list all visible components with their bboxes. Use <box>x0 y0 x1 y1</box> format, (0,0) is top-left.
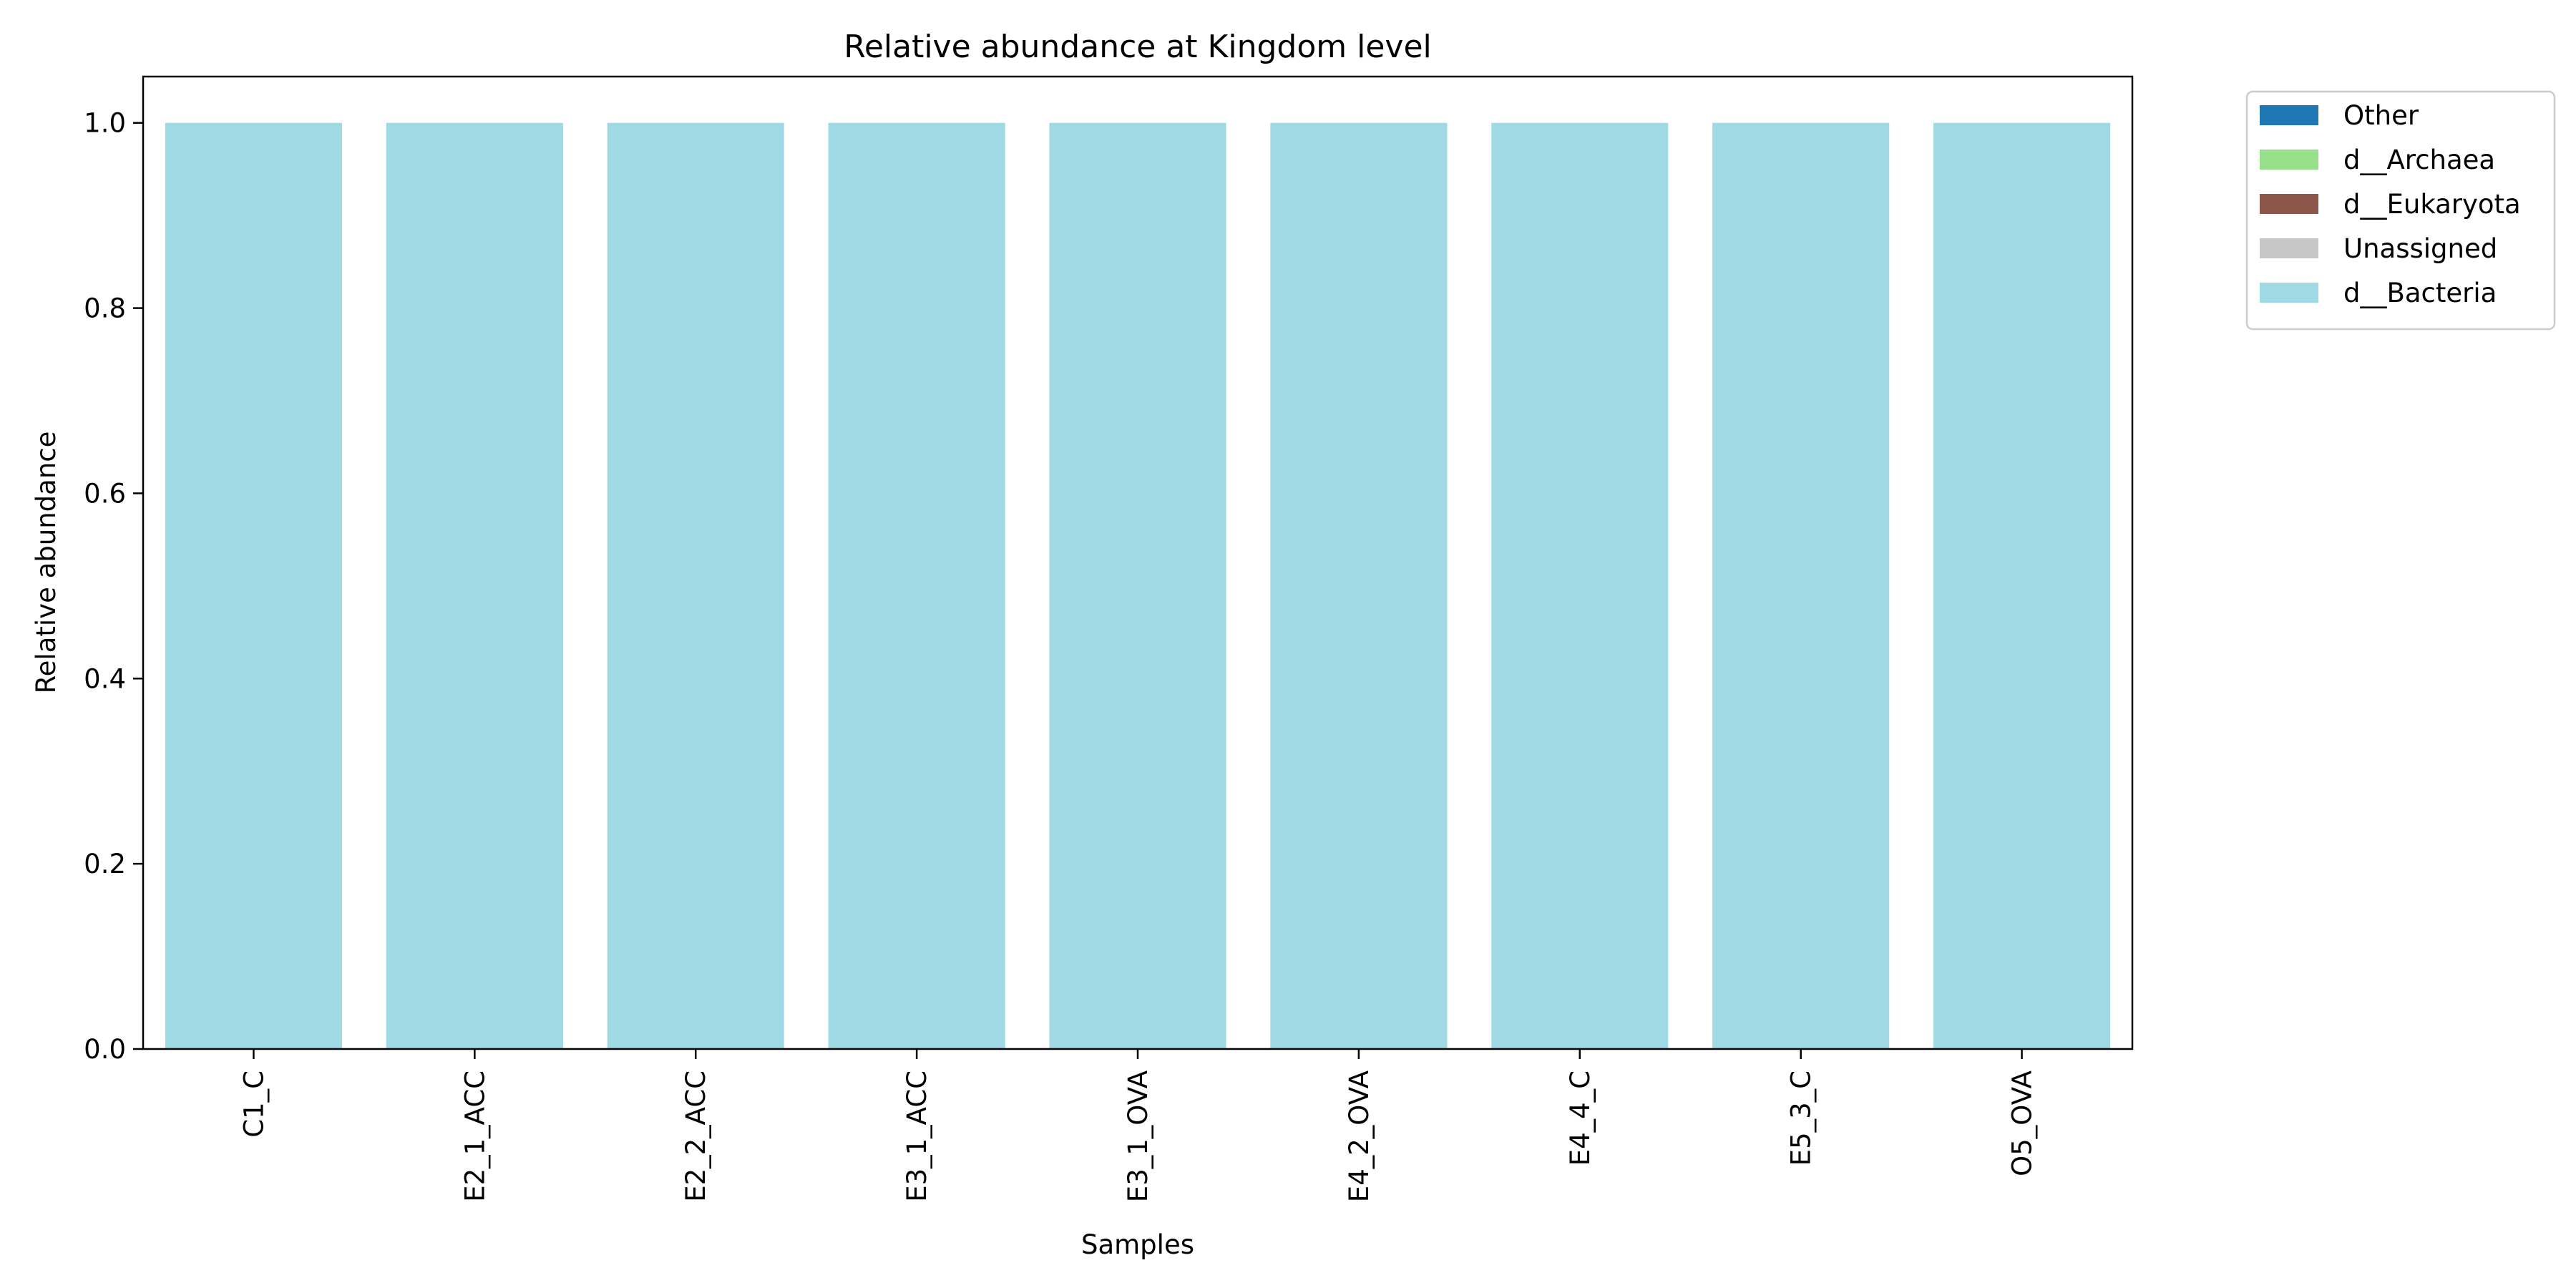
legend-swatch <box>2260 150 2318 170</box>
bar-O5_OVA-d__Bacteria <box>1933 122 2111 1050</box>
bar-E2_1_ACC-d__Bacteria <box>386 122 563 1050</box>
y-tick-label: 0.6 <box>84 478 126 509</box>
legend-label: Unassigned <box>2343 233 2497 264</box>
legend-frame <box>2245 90 2556 331</box>
legend-swatch <box>2260 194 2318 214</box>
legend-swatch <box>2260 105 2318 125</box>
x-tick-label: E4_2_OVA <box>1344 1070 1375 1202</box>
legend-swatch <box>2260 283 2318 303</box>
legend-label: d__Archaea <box>2343 145 2495 175</box>
y-tick-label: 0.4 <box>84 663 126 694</box>
y-tick-label: 0.2 <box>84 849 126 879</box>
legend-label: Other <box>2343 100 2419 131</box>
x-tick-label: E4_4_C <box>1565 1070 1596 1166</box>
bar-E3_1_OVA-d__Bacteria <box>1049 122 1226 1050</box>
chart-title: Relative abundance at Kingdom level <box>844 29 1432 65</box>
bar-C1_C-d__Bacteria <box>165 122 342 1050</box>
x-tick-label: E2_2_ACC <box>680 1070 711 1202</box>
bar-E4_2_OVA-d__Bacteria <box>1270 122 1448 1050</box>
legend-label: d__Bacteria <box>2343 278 2497 308</box>
y-tick-label: 1.0 <box>84 108 126 139</box>
y-tick-label: 0.0 <box>84 1034 126 1065</box>
legend-swatch <box>2260 238 2318 258</box>
y-axis-label: Relative abundance <box>31 431 62 694</box>
x-tick-label: E2_1_ACC <box>459 1070 490 1202</box>
x-axis-label: Samples <box>1081 1229 1194 1260</box>
bar-E3_1_ACC-d__Bacteria <box>828 122 1005 1050</box>
x-axis: C1_C E2_1_ACC E2_2_ACC E3_1_ACC E3_1_OVA E4_2… <box>238 1049 2038 1202</box>
y-tick-label: 0.8 <box>84 293 126 324</box>
legend: Other d__Archaea d__Eukaryota Unassigned d__… <box>2245 90 2556 331</box>
x-tick-label: E3_1_OVA <box>1123 1070 1153 1202</box>
legend-label: d__Eukaryota <box>2343 189 2521 220</box>
bars-layer <box>165 122 2111 1050</box>
bar-E2_2_ACC-d__Bacteria <box>607 122 784 1050</box>
x-tick-label: E3_1_ACC <box>902 1070 932 1202</box>
x-tick-label: E5_3_C <box>1786 1070 1817 1166</box>
y-axis: 0.0 0.2 0.4 0.6 0.8 1.0 <box>84 108 143 1065</box>
x-tick-label: O5_OVA <box>2007 1070 2038 1176</box>
bar-E5_3_C-d__Bacteria <box>1712 122 1890 1050</box>
x-tick-label: C1_C <box>238 1070 269 1138</box>
bar-E4_4_C-d__Bacteria <box>1491 122 1669 1050</box>
